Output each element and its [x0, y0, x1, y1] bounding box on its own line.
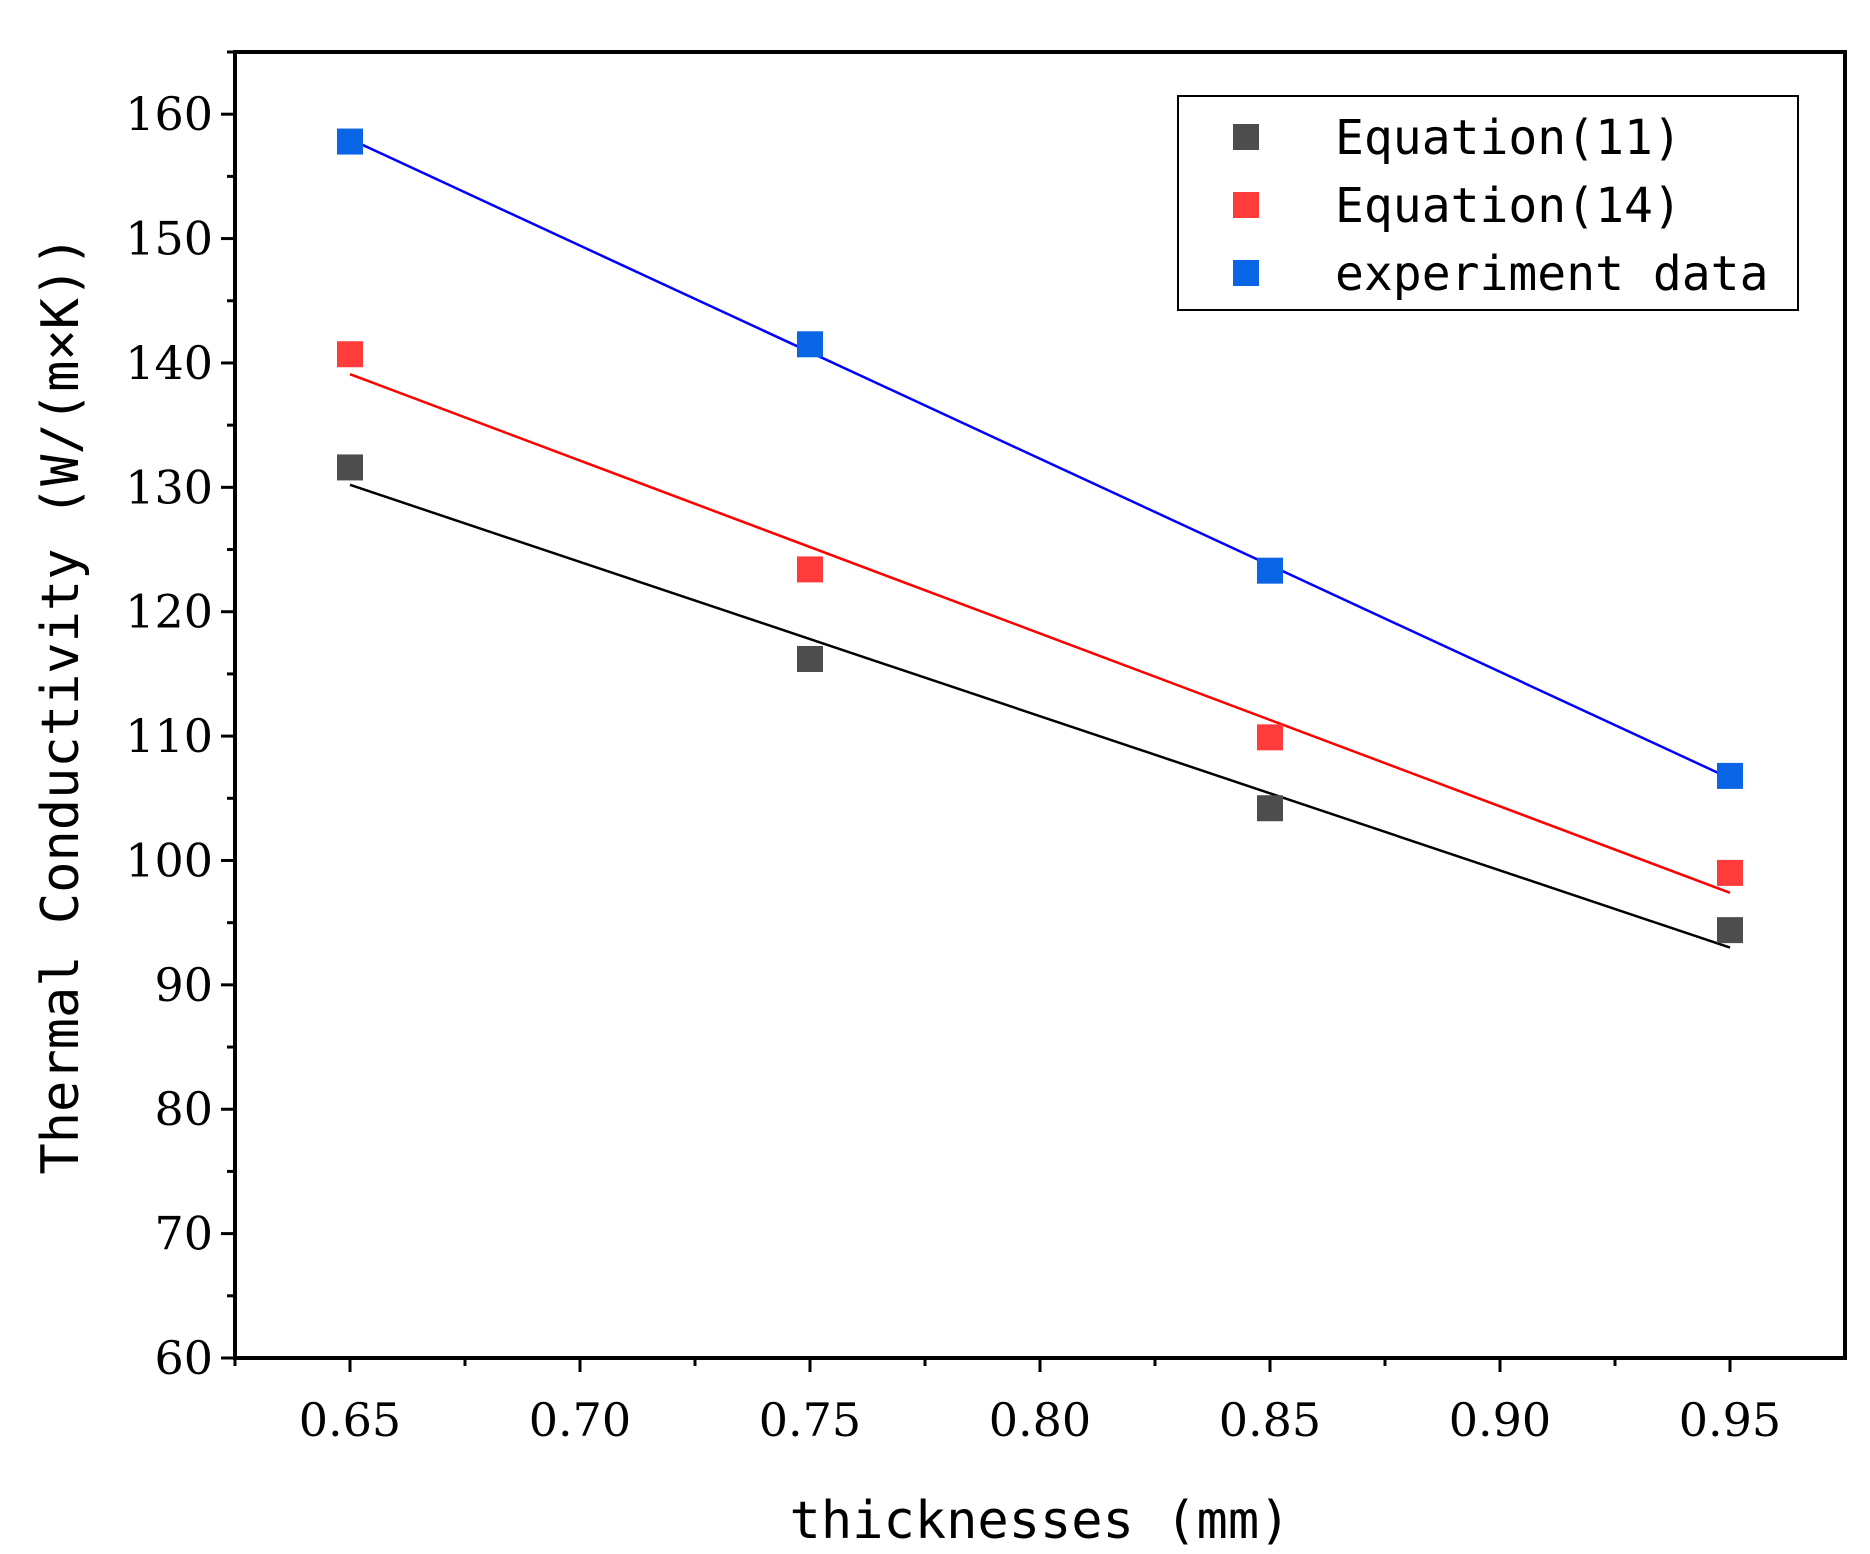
x-tick-label: 0.65 [299, 1393, 401, 1447]
marker-equation-14 [797, 556, 823, 583]
legend-label: experiment data [1335, 246, 1768, 302]
legend-swatch [1233, 260, 1259, 286]
marker-equation-11 [1257, 795, 1283, 822]
x-tick-label: 0.90 [1449, 1393, 1551, 1447]
y-tick-label: 150 [125, 212, 213, 266]
y-tick-label: 100 [125, 833, 213, 887]
legend-label: Equation(14) [1335, 178, 1682, 234]
marker-experiment-data [1717, 762, 1743, 789]
y-tick-label: 110 [125, 709, 213, 763]
marker-equation-11 [1717, 917, 1743, 944]
marker-equation-14 [1257, 724, 1283, 751]
y-tick-label: 160 [125, 87, 213, 141]
marker-experiment-data [1257, 557, 1283, 584]
legend-swatch [1233, 192, 1259, 218]
x-tick-label: 0.70 [529, 1393, 631, 1447]
x-axis-ticks: 0.65 0.70 0.75 0.80 0.85 0.90 0.95 [233, 1358, 1781, 1447]
y-tick-label: 80 [154, 1082, 213, 1136]
x-tick-label: 0.80 [989, 1393, 1091, 1447]
fit-line-experiment-data [349, 137, 1731, 780]
y-tick-label: 140 [125, 336, 213, 390]
legend: Equation(11) Equation(14) experiment data [1177, 95, 1799, 311]
data-markers [337, 128, 1743, 944]
marker-experiment-data [797, 331, 823, 358]
x-tick-label: 0.75 [759, 1393, 861, 1447]
legend-label: Equation(11) [1335, 110, 1682, 166]
y-tick-label: 120 [125, 585, 213, 639]
x-tick-label: 0.85 [1219, 1393, 1321, 1447]
legend-box [1177, 95, 1799, 311]
fit-line-equation-14 [349, 372, 1731, 894]
y-tick-label: 70 [154, 1207, 213, 1261]
marker-equation-14 [337, 341, 363, 368]
y-tick-label: 60 [154, 1331, 213, 1385]
marker-experiment-data [337, 128, 363, 155]
marker-equation-14 [1717, 859, 1743, 886]
x-axis-title: thicknesses (mm) [790, 1491, 1291, 1551]
x-tick-label: 0.95 [1679, 1393, 1781, 1447]
fit-lines [349, 137, 1731, 949]
marker-equation-11 [337, 454, 363, 481]
marker-equation-11 [797, 645, 823, 672]
y-tick-label: 130 [125, 460, 213, 514]
legend-swatch [1233, 124, 1259, 150]
y-axis-ticks: 60 70 80 90 100 110 120 130 140 150 160 [125, 50, 235, 1385]
y-axis-title: Thermal Conductivity (W/(m×K)) [31, 235, 91, 1174]
fit-line-equation-11 [349, 483, 1731, 949]
y-tick-label: 90 [154, 958, 213, 1012]
